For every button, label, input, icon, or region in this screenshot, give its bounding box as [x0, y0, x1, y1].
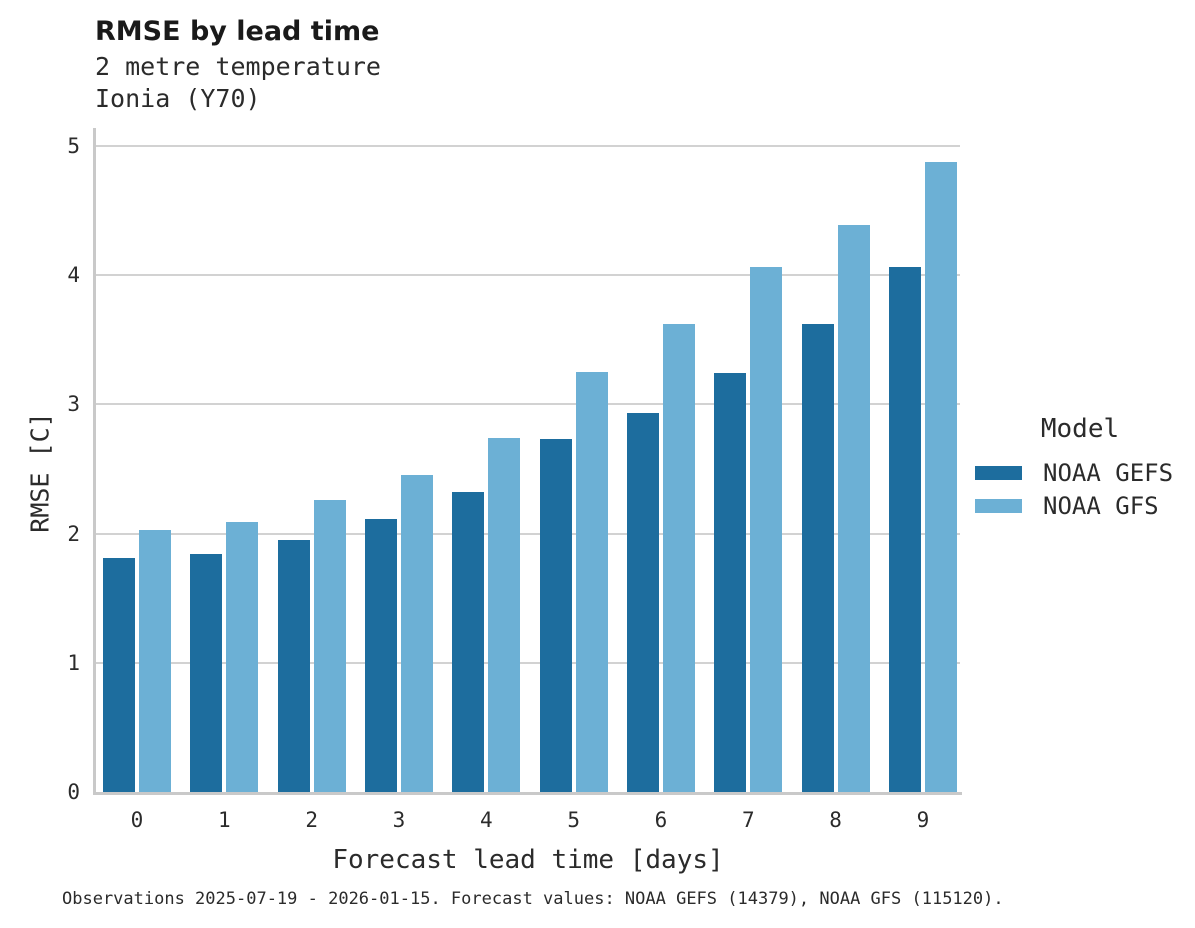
legend-label-noaa-gefs: NOAA GEFS [1043, 458, 1174, 487]
bar-noaa-gfs-lead-8 [837, 224, 870, 792]
legend-item-noaa-gefs: NOAA GEFS [975, 456, 1185, 489]
legend-swatch-noaa-gfs [975, 498, 1022, 513]
gridline-y-3 [96, 403, 960, 406]
legend-item-noaa-gfs: NOAA GFS [975, 489, 1185, 522]
x-tick-label-8: 8 [829, 808, 842, 832]
bar-noaa-gefs-lead-4 [452, 492, 485, 792]
x-tick-label-0: 0 [130, 808, 144, 832]
y-tick-label-0: 0 [67, 780, 80, 804]
legend-label-noaa-gfs: NOAA GFS [1043, 491, 1159, 520]
y-tick-label-4: 4 [67, 263, 80, 288]
chart-title: RMSE by lead time [95, 16, 380, 47]
x-tick-label-9: 9 [916, 808, 930, 832]
bar-noaa-gfs-lead-1 [226, 521, 259, 792]
gridline-y-1 [96, 661, 960, 664]
y-axis-label: RMSE [C] [25, 412, 55, 533]
gridline-y-4 [96, 274, 960, 277]
y-axis-spine [93, 128, 96, 795]
gridline-y-2 [96, 532, 960, 535]
bar-noaa-gfs-lead-6 [662, 324, 695, 792]
bar-noaa-gfs-lead-7 [750, 267, 783, 792]
y-tick-label-1: 1 [67, 650, 80, 675]
x-tick-label-3: 3 [392, 808, 406, 832]
x-axis-spine [93, 792, 962, 795]
plot-area [96, 145, 960, 792]
x-tick-label-7: 7 [741, 808, 755, 832]
bar-noaa-gefs-lead-9 [888, 267, 921, 792]
bar-noaa-gefs-lead-7 [714, 373, 747, 792]
bar-noaa-gfs-lead-4 [488, 438, 521, 792]
legend: Model NOAA GEFS NOAA GFS [975, 414, 1185, 522]
x-tick-label-1: 1 [218, 808, 231, 832]
legend-swatch-noaa-gefs [975, 465, 1022, 480]
legend-items: NOAA GEFS NOAA GFS [975, 456, 1185, 522]
chart-subtitle-variable: 2 metre temperature [95, 52, 381, 81]
x-tick-label-6: 6 [654, 808, 668, 832]
x-tick-label-2: 2 [305, 808, 318, 832]
x-tick-label-5: 5 [567, 808, 580, 832]
bar-noaa-gefs-lead-5 [539, 439, 572, 792]
bar-noaa-gfs-lead-2 [313, 500, 346, 792]
bar-noaa-gefs-lead-0 [103, 558, 135, 792]
bar-noaa-gfs-lead-9 [924, 161, 957, 792]
bar-noaa-gfs-lead-3 [400, 475, 433, 792]
bar-noaa-gefs-lead-6 [626, 413, 659, 792]
x-axis-label: Forecast lead time [days] [332, 845, 724, 875]
x-tick-label-4: 4 [479, 808, 493, 832]
bar-noaa-gefs-lead-1 [190, 554, 223, 792]
y-tick-label-5: 5 [67, 134, 80, 158]
gridline-y-5 [96, 145, 960, 147]
bar-noaa-gefs-lead-8 [801, 324, 834, 792]
footer-caption: Observations 2025-07-19 - 2026-01-15. Fo… [62, 889, 1004, 909]
bar-noaa-gfs-lead-0 [139, 529, 171, 792]
legend-title: Model [1040, 414, 1120, 444]
y-tick-label-2: 2 [67, 521, 80, 546]
bar-noaa-gefs-lead-3 [364, 519, 397, 792]
chart-subtitle-location: Ionia (Y70) [95, 84, 261, 113]
bar-noaa-gefs-lead-2 [277, 540, 310, 792]
y-tick-label-3: 3 [67, 392, 80, 417]
bar-noaa-gfs-lead-5 [575, 372, 608, 792]
